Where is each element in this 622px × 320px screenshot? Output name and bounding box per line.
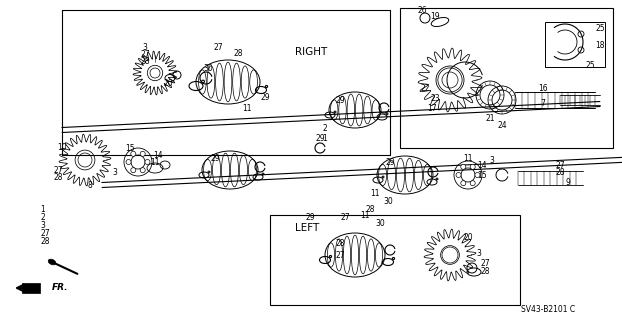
Circle shape [461,164,466,169]
Text: 14: 14 [153,150,163,159]
Text: 28: 28 [555,167,565,177]
Bar [545,22,605,67]
Text: 27: 27 [555,161,565,170]
Text: 28: 28 [480,268,490,276]
Text: 23: 23 [430,93,440,102]
Text: 8: 8 [88,180,93,189]
Text: 27: 27 [140,50,150,59]
Text: 29: 29 [305,212,315,221]
Circle shape [470,164,475,169]
Text: 29: 29 [210,154,220,163]
Circle shape [131,151,136,156]
Text: 3: 3 [142,43,147,52]
Text: 29: 29 [260,92,270,101]
Circle shape [470,181,475,186]
Text: 30: 30 [203,63,213,73]
Text: 1: 1 [40,205,45,214]
Text: 20: 20 [463,234,473,243]
Text: 28: 28 [233,49,243,58]
Text: 25: 25 [585,60,595,69]
Text: 27: 27 [340,213,350,222]
Text: 27: 27 [40,229,50,238]
Text: 11: 11 [151,157,160,166]
Text: 24: 24 [497,121,507,130]
Text: 25: 25 [595,23,605,33]
Text: 29: 29 [335,95,345,105]
Text: 28: 28 [53,172,63,181]
Text: LEFT: LEFT [295,223,319,233]
Text: FR.: FR. [52,284,68,292]
Text: 11: 11 [242,103,252,113]
Circle shape [126,159,131,164]
Text: 30: 30 [383,197,393,206]
Text: 3: 3 [490,156,494,164]
Text: RIGHT: RIGHT [295,47,327,57]
Text: 2: 2 [323,124,327,132]
Text: 30: 30 [375,220,385,228]
Circle shape [456,172,461,178]
Text: 28: 28 [140,57,150,66]
Text: 28: 28 [335,239,345,249]
Text: 27: 27 [480,259,490,268]
Text: 3: 3 [40,221,45,230]
Text: 3: 3 [113,167,118,177]
Text: 22: 22 [420,84,430,92]
Text: 27: 27 [335,252,345,260]
Text: 11: 11 [370,189,380,198]
Text: 3: 3 [476,250,481,259]
Text: SV43-B2101 C: SV43-B2101 C [521,306,575,315]
Text: 28: 28 [365,205,374,214]
Text: 14: 14 [477,161,487,170]
Bar [270,215,520,305]
Circle shape [140,168,146,173]
Text: 27: 27 [213,43,223,52]
Text: 27: 27 [53,165,63,174]
Text: 10: 10 [57,142,67,151]
Circle shape [475,172,480,178]
Text: 21: 21 [485,114,494,123]
Text: 16: 16 [538,84,548,92]
Text: 17: 17 [427,103,437,113]
Text: 7: 7 [541,99,545,108]
Text: 15: 15 [125,143,135,153]
Text: 11: 11 [360,211,369,220]
Text: 11: 11 [463,154,473,163]
Text: 29: 29 [385,157,395,166]
Ellipse shape [49,259,56,265]
Circle shape [461,181,466,186]
Text: 19: 19 [430,12,440,20]
Circle shape [140,151,146,156]
Polygon shape [22,283,40,293]
Bar [400,8,613,148]
Text: 2: 2 [40,213,45,222]
Circle shape [145,159,150,164]
Text: 15: 15 [477,171,487,180]
Text: 26: 26 [417,5,427,14]
Text: 28: 28 [40,237,50,246]
Text: 1: 1 [323,133,327,142]
Text: 18: 18 [595,41,605,50]
Circle shape [131,168,136,173]
Text: 9: 9 [565,178,570,187]
Text: 29: 29 [315,133,325,142]
Text: 20: 20 [163,78,173,87]
